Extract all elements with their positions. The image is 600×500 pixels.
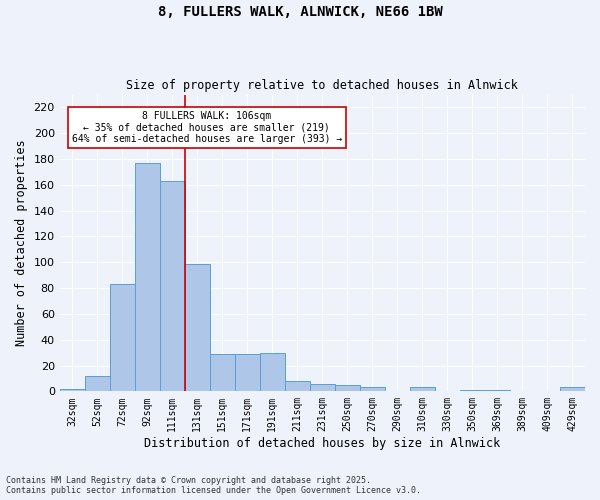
Y-axis label: Number of detached properties: Number of detached properties	[15, 140, 28, 346]
Bar	[360, 388, 385, 392]
Bar	[59, 389, 85, 392]
Bar	[260, 352, 285, 392]
Bar	[560, 388, 585, 392]
Bar	[310, 384, 335, 392]
Bar	[285, 381, 310, 392]
Bar	[135, 163, 160, 392]
Bar	[85, 376, 110, 392]
X-axis label: Distribution of detached houses by size in Alnwick: Distribution of detached houses by size …	[144, 437, 500, 450]
Bar	[410, 388, 435, 392]
Text: Contains HM Land Registry data © Crown copyright and database right 2025.
Contai: Contains HM Land Registry data © Crown c…	[6, 476, 421, 495]
Bar	[460, 390, 485, 392]
Bar	[185, 264, 210, 392]
Bar	[210, 354, 235, 392]
Bar	[160, 181, 185, 392]
Bar	[110, 284, 135, 392]
Bar	[485, 390, 510, 392]
Text: 8, FULLERS WALK, ALNWICK, NE66 1BW: 8, FULLERS WALK, ALNWICK, NE66 1BW	[158, 5, 442, 19]
Text: 8 FULLERS WALK: 106sqm
← 35% of detached houses are smaller (219)
64% of semi-de: 8 FULLERS WALK: 106sqm ← 35% of detached…	[71, 111, 342, 144]
Bar	[235, 354, 260, 392]
Title: Size of property relative to detached houses in Alnwick: Size of property relative to detached ho…	[127, 79, 518, 92]
Bar	[335, 385, 360, 392]
